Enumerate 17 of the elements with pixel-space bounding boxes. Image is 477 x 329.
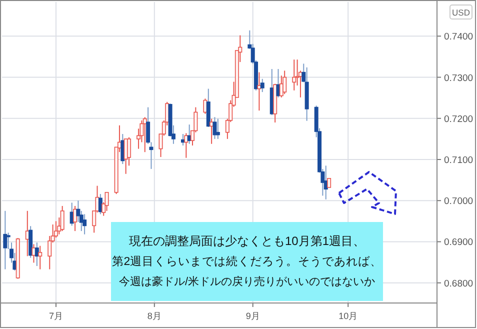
y-tick-label: 0.7400 — [444, 32, 474, 43]
y-tick-label: 0.6800 — [444, 278, 474, 290]
annotation: 第2週目くらいまでは続くだろう。そうであれば、 — [112, 255, 382, 268]
y-tick-label: 0.7100 — [444, 154, 474, 166]
annotation-box: 現在の調整局面は少なくとも10月第1週目、 第2週目くらいまでは続くだろう。そうであれば、 今週は豪ドル/米ドルの戻り売りがいいのではないか — [111, 222, 383, 301]
y-tick-label: 0.7200 — [444, 114, 474, 125]
x-tick-label: 8月 — [147, 311, 162, 321]
ylabel: USD — [450, 4, 472, 20]
y-tick-label: 0.7000 — [444, 196, 474, 208]
y-tick-label: 0.7300 — [444, 72, 474, 84]
x-tick-label: 10月 — [338, 311, 358, 321]
annotation: 現在の調整局面は少なくとも10月第1週目、 — [128, 234, 366, 248]
annotation: 今週は豪ドル/米ドルの戻り売りがいいのではないか — [118, 275, 376, 288]
x-tick-label: 9月 — [246, 311, 260, 321]
y-axis-title: USD — [452, 8, 470, 18]
y-tick-label: 0.6900 — [444, 237, 474, 248]
x-tick-label: 7月 — [48, 311, 63, 321]
